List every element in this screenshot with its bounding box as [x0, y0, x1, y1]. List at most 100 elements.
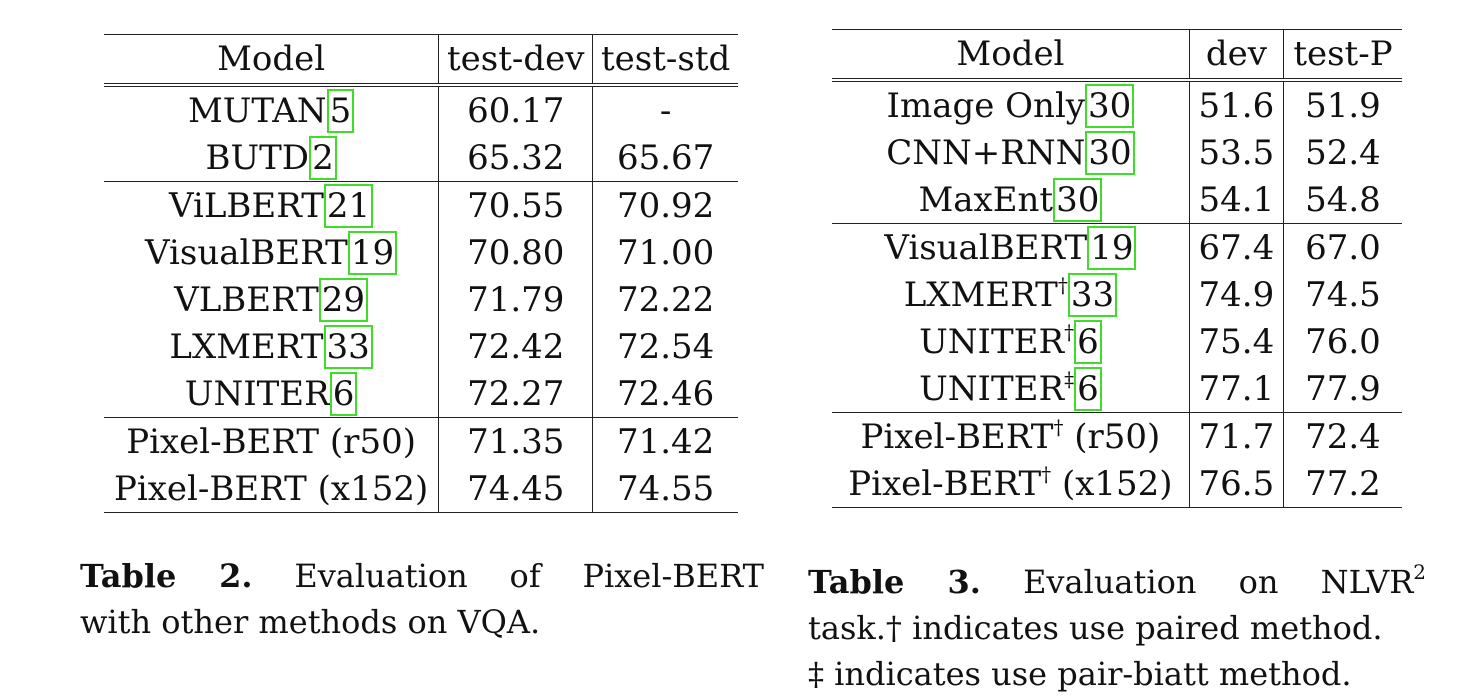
model-variant: (r50) [1074, 416, 1161, 457]
test-dev-value-best: 74.45 [438, 465, 593, 513]
model-name: ViLBERT [169, 185, 324, 226]
model-name: Pixel-BERT (x152) [104, 465, 439, 513]
double-dagger-mark: ‡ [1064, 366, 1075, 391]
model-name: VisualBERT [884, 227, 1088, 268]
citation-link[interactable]: 30 [1053, 177, 1103, 222]
col-header-model: Model [832, 29, 1190, 81]
table-row: CNN+RNN30 53.5 52.4 [832, 129, 1402, 176]
dev-value: 54.1 [1188, 176, 1284, 224]
table-header-row: Model dev test-P [832, 29, 1402, 81]
dagger-mark: † [1064, 319, 1075, 344]
table-row: UNITER6 72.27 72.46 [104, 370, 738, 418]
model-name: MUTAN [187, 90, 327, 131]
test-p-value-best: 77.9 [1282, 365, 1402, 413]
caption-text-line2: with other methods on VQA. [80, 603, 541, 641]
test-std-value: 70.92 [592, 181, 738, 229]
caption-label: Table 3. [808, 563, 981, 601]
test-p-value: 54.8 [1282, 176, 1402, 224]
dev-value: 76.5 [1188, 460, 1284, 508]
test-p-value: 76.0 [1282, 318, 1402, 365]
table-3-caption: Table 3. Evaluation on NLVR2 task.† indi… [808, 559, 1426, 697]
table-row: Pixel-BERT† (x152) 76.5 77.2 [832, 460, 1402, 508]
test-dev-value: 65.32 [438, 134, 593, 182]
test-std-value: 65.67 [592, 134, 738, 182]
citation-link[interactable]: 5 [326, 88, 355, 133]
model-name: UNITER [184, 373, 330, 414]
test-std-value: 72.22 [592, 276, 738, 323]
test-std-value: - [592, 83, 738, 134]
citation-link[interactable]: 21 [323, 183, 374, 228]
test-dev-value: 71.79 [438, 276, 593, 323]
table-row: BUTD2 65.32 65.67 [104, 134, 738, 182]
dev-value: 51.6 [1188, 78, 1284, 129]
citation-link[interactable]: 6 [329, 371, 358, 416]
test-p-value: 77.2 [1282, 460, 1402, 508]
table-row: Pixel-BERT (r50) 71.35 71.42 [104, 417, 738, 465]
table-row: LXMERT33 72.42 72.54 [104, 323, 738, 370]
table-3: Model dev test-P Image Only30 51.6 51.9 … [832, 29, 1402, 508]
citation-link[interactable]: 30 [1085, 83, 1135, 128]
dev-value: 71.7 [1188, 412, 1284, 460]
citation-link[interactable]: 33 [323, 324, 373, 369]
model-name: Pixel-BERT [848, 463, 1042, 504]
table-2: Model test-dev test-std MUTAN5 60.17 - B… [104, 34, 738, 513]
test-std-value: 72.46 [592, 370, 738, 418]
model-variant: (x152) [1061, 463, 1173, 504]
citation-link[interactable]: 29 [318, 277, 369, 322]
model-name: BUTD [205, 137, 310, 178]
test-dev-value: 72.27 [438, 370, 593, 418]
test-p-value: 74.5 [1282, 271, 1402, 318]
test-dev-value: 70.55 [438, 181, 593, 229]
model-name: LXMERT [169, 326, 324, 367]
dev-value: 75.4 [1188, 318, 1284, 365]
test-std-value: 71.00 [592, 229, 738, 276]
caption-text: Evaluation on NLVR [1023, 563, 1414, 601]
table-row: Pixel-BERT (x152) 74.45 74.55 [104, 465, 738, 513]
citation-link[interactable]: 30 [1085, 130, 1135, 175]
test-std-value: 72.54 [592, 323, 738, 370]
test-dev-value: 60.17 [438, 83, 593, 134]
caption-text-line3: ‡ indicates use pair-biatt method. [808, 655, 1352, 693]
test-std-value-best: 74.55 [592, 465, 738, 513]
citation-link[interactable]: 19 [347, 230, 398, 275]
table-row: MaxEnt30 54.1 54.8 [832, 176, 1402, 224]
table-row: Image Only30 51.6 51.9 [832, 78, 1402, 129]
test-p-value: 51.9 [1282, 78, 1402, 129]
test-std-value: 71.42 [592, 417, 738, 465]
col-header-test-dev: test-dev [438, 34, 593, 86]
citation-link[interactable]: 33 [1067, 272, 1118, 317]
citation-link[interactable]: 6 [1074, 319, 1102, 364]
caption-text-line2: task.† indicates use paired method. [808, 609, 1383, 647]
test-p-value: 72.4 [1282, 412, 1402, 460]
dev-value: 67.4 [1188, 223, 1284, 271]
caption-label: Table 2. [80, 557, 253, 595]
table-row: VisualBERT19 70.80 71.00 [104, 229, 738, 276]
citation-link[interactable]: 19 [1087, 225, 1137, 270]
dev-value: 74.9 [1188, 271, 1284, 318]
dagger-mark: † [1053, 414, 1064, 439]
citation-link[interactable]: 6 [1074, 366, 1102, 411]
test-p-value: 52.4 [1282, 129, 1402, 176]
dagger-mark: † [1041, 461, 1052, 486]
citation-link[interactable]: 2 [309, 135, 337, 180]
table-row: ViLBERT21 70.55 70.92 [104, 181, 738, 229]
model-name: UNITER [919, 368, 1065, 409]
caption-text: Evaluation of Pixel-BERT [294, 557, 764, 595]
table-row: VisualBERT19 67.4 67.0 [832, 223, 1402, 271]
table-row: VLBERT29 71.79 72.22 [104, 276, 738, 323]
dagger-mark: † [1057, 272, 1068, 297]
model-name: Pixel-BERT (r50) [104, 417, 439, 465]
table-row: Pixel-BERT† (r50) 71.7 72.4 [832, 412, 1402, 460]
model-name: VisualBERT [145, 232, 348, 273]
table-row: MUTAN5 60.17 - [104, 83, 738, 134]
model-name: LXMERT [903, 274, 1058, 315]
model-name: Pixel-BERT [860, 416, 1054, 457]
model-name: UNITER [919, 321, 1065, 362]
test-dev-value: 71.35 [438, 417, 593, 465]
caption-superscript: 2 [1413, 560, 1427, 584]
model-name: VLBERT [174, 279, 319, 320]
test-dev-value: 70.80 [438, 229, 593, 276]
dev-value: 53.5 [1188, 129, 1284, 176]
col-header-model: Model [104, 34, 439, 86]
table-row: LXMERT†33 74.9 74.5 [832, 271, 1402, 318]
